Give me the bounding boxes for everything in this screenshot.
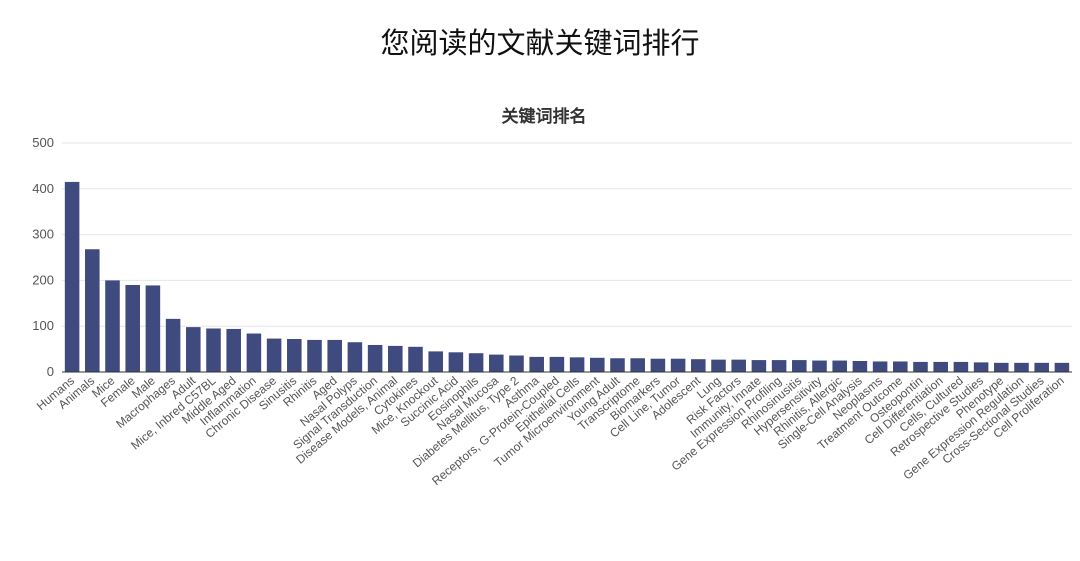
bar[interactable] xyxy=(145,285,161,372)
bar[interactable] xyxy=(125,284,140,372)
bar[interactable] xyxy=(711,359,726,372)
bar[interactable] xyxy=(852,361,868,372)
page-title: 您阅读的文献关键词排行 xyxy=(380,26,700,60)
bar[interactable] xyxy=(731,359,746,372)
y-tick-label: 500 xyxy=(32,135,54,150)
bar[interactable] xyxy=(307,339,322,372)
bar[interactable] xyxy=(650,358,666,372)
y-axis-ticks: 0 100 200 300 400 500 xyxy=(32,135,54,379)
bar[interactable] xyxy=(610,358,625,372)
bar[interactable] xyxy=(226,328,241,372)
bar[interactable] xyxy=(489,354,504,372)
chart-title: 关键词排名 xyxy=(502,106,587,127)
bar[interactable] xyxy=(388,345,403,372)
bar[interactable] xyxy=(569,357,585,372)
y-tick-label: 0 xyxy=(47,364,54,379)
bar[interactable] xyxy=(872,361,888,372)
bar[interactable] xyxy=(751,360,767,372)
bar[interactable] xyxy=(812,360,827,372)
bar[interactable] xyxy=(105,280,120,372)
bar[interactable] xyxy=(529,356,544,372)
bar[interactable] xyxy=(266,338,282,372)
bar[interactable] xyxy=(408,346,423,372)
bar[interactable] xyxy=(287,339,302,372)
bar[interactable] xyxy=(509,355,524,372)
grid-lines xyxy=(62,142,1072,327)
y-tick-label: 100 xyxy=(32,318,54,333)
bar[interactable] xyxy=(468,353,484,372)
bar[interactable] xyxy=(630,358,645,372)
bar[interactable] xyxy=(670,358,686,372)
bar[interactable] xyxy=(953,361,969,372)
bar[interactable] xyxy=(771,360,787,372)
bar[interactable] xyxy=(792,360,807,372)
bar[interactable] xyxy=(1014,362,1029,372)
bar[interactable] xyxy=(64,181,80,372)
bar[interactable] xyxy=(1034,362,1049,372)
y-tick-label: 200 xyxy=(32,272,54,287)
bars xyxy=(64,181,1070,372)
bar[interactable] xyxy=(165,318,181,372)
bar[interactable] xyxy=(893,361,908,372)
bar[interactable] xyxy=(85,249,100,372)
bar[interactable] xyxy=(973,362,989,372)
bar[interactable] xyxy=(327,339,342,372)
y-tick-label: 300 xyxy=(32,227,54,242)
bar[interactable] xyxy=(428,351,443,372)
x-axis-ticks: HumansAnimalsMiceFemaleMaleMacrophagesAd… xyxy=(34,373,1067,488)
bar[interactable] xyxy=(691,359,706,372)
bar[interactable] xyxy=(246,333,262,372)
bar[interactable] xyxy=(367,344,383,372)
bar[interactable] xyxy=(448,352,464,372)
bar[interactable] xyxy=(206,328,221,372)
bar[interactable] xyxy=(347,342,363,372)
bar[interactable] xyxy=(590,357,605,372)
bar[interactable] xyxy=(994,362,1009,372)
bar[interactable] xyxy=(832,360,847,372)
bar[interactable] xyxy=(186,327,201,372)
bar[interactable] xyxy=(1054,362,1070,372)
bar[interactable] xyxy=(913,361,928,372)
y-tick-label: 400 xyxy=(32,181,54,196)
bar[interactable] xyxy=(549,356,565,372)
bar[interactable] xyxy=(933,361,948,372)
